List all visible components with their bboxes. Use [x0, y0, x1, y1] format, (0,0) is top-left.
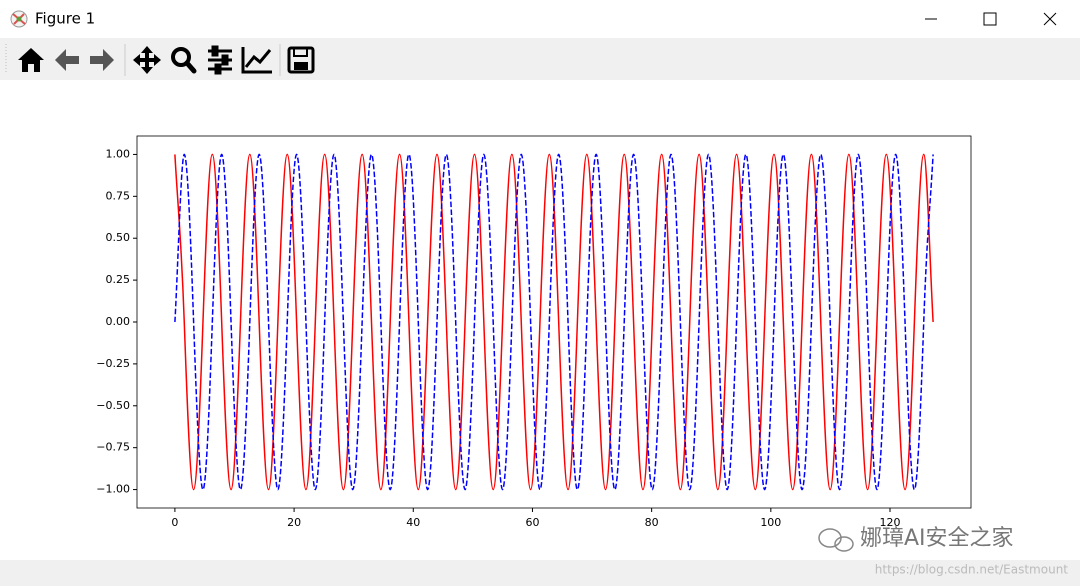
- toolbar: [0, 38, 1080, 80]
- window-title: Figure 1: [35, 10, 95, 28]
- status-bar: [0, 560, 1080, 586]
- series-line: [174, 153, 934, 491]
- home-button[interactable]: [18, 48, 44, 72]
- y-tick-label: −0.25: [96, 357, 130, 370]
- x-tick-label: 0: [171, 516, 178, 529]
- save-button[interactable]: [287, 46, 315, 74]
- app-icon: [10, 10, 28, 28]
- y-tick-label: −1.00: [96, 483, 130, 496]
- plot: 1.00 0.75 0.50 0.25 0.00 −0.25 −0.50 −0.75 −1.00…: [96, 135, 972, 529]
- axes-frame: [136, 135, 972, 509]
- x-tick-label: 20: [287, 516, 301, 529]
- close-button[interactable]: [1043, 12, 1057, 26]
- y-tick-label: −0.75: [96, 441, 130, 454]
- title-bar: [0, 0, 1080, 38]
- pan-button[interactable]: [133, 46, 161, 74]
- x-tick-label: 100: [760, 516, 781, 529]
- forward-button[interactable]: [90, 49, 114, 71]
- watermark-brand: 娜璋AI安全之家: [860, 526, 1014, 551]
- y-tick-label: 0.25: [106, 273, 131, 286]
- edit-axis-button[interactable]: [241, 47, 272, 74]
- watermark-url: https://blog.csdn.net/Eastmount: [875, 563, 1068, 577]
- watermark-logo: [818, 528, 854, 552]
- x-tick-label: 80: [645, 516, 659, 529]
- y-tick-label: 0.00: [106, 315, 131, 328]
- y-tick-label: 1.00: [106, 147, 131, 160]
- zoom-button[interactable]: [171, 47, 197, 74]
- y-tick-label: 0.50: [106, 231, 131, 244]
- y-tick-label: −0.50: [96, 399, 130, 412]
- x-tick-label: 120: [880, 516, 901, 529]
- maximize-button[interactable]: [983, 12, 997, 26]
- y-tick-label: 0.75: [106, 189, 131, 202]
- series-line: [174, 153, 934, 491]
- back-button[interactable]: [55, 49, 79, 71]
- configure-button[interactable]: [208, 45, 232, 75]
- x-tick-label: 40: [406, 516, 420, 529]
- x-tick-label: 60: [525, 516, 539, 529]
